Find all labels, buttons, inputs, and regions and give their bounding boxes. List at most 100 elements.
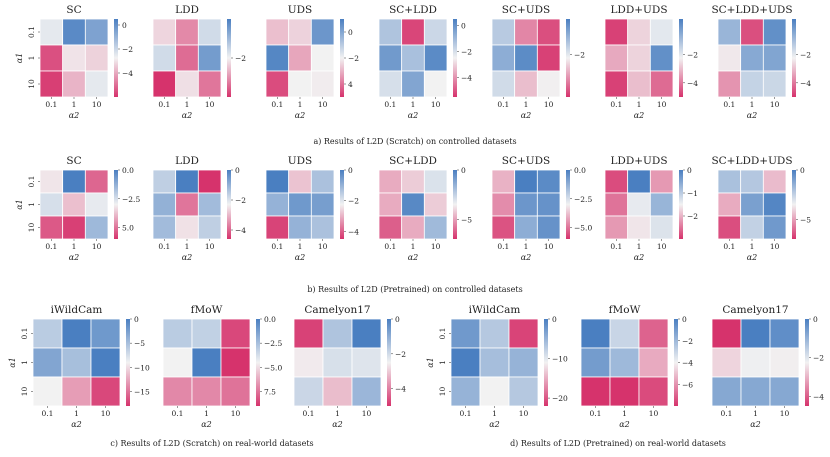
heatmap-cell bbox=[649, 169, 674, 194]
x-axis-label: α2 bbox=[201, 420, 212, 429]
heatmap-cell bbox=[378, 169, 403, 194]
heatmap-cell bbox=[288, 192, 312, 217]
colorbar-tick-label: −6 bbox=[682, 380, 693, 389]
x-tick-label: 0.1 bbox=[723, 242, 735, 251]
x-axis-label: α2 bbox=[619, 420, 630, 429]
heatmap-cell bbox=[39, 169, 64, 194]
colorbar-tick-label: −5 bbox=[800, 215, 811, 224]
heatmap-cell bbox=[265, 70, 290, 98]
heatmap-cell bbox=[220, 347, 251, 378]
colorbar-tick-label: 0 bbox=[461, 166, 466, 175]
heatmap-cell bbox=[288, 44, 312, 72]
colorbar-tick-label: −20 bbox=[552, 394, 568, 403]
heatmap-cell bbox=[423, 169, 448, 194]
x-axis-label: α2 bbox=[634, 253, 645, 262]
x-tick-label: 0.1 bbox=[45, 242, 57, 251]
heatmap-title: SC+UDS bbox=[502, 4, 551, 16]
heatmap-cell bbox=[609, 376, 640, 407]
colorbar-tick-label: −4 bbox=[235, 226, 246, 235]
colorbar-tick-label: −4 bbox=[813, 392, 824, 401]
heatmap-cell bbox=[740, 44, 764, 72]
heatmap-cell bbox=[220, 376, 251, 407]
heatmap-cell bbox=[491, 215, 516, 240]
heatmap-cell bbox=[288, 70, 312, 98]
colorbar bbox=[453, 170, 457, 239]
heatmap-cell bbox=[450, 347, 481, 378]
heatmap-cell bbox=[61, 376, 92, 407]
colorbar-tick-label: 5.0 bbox=[122, 224, 134, 233]
heatmap-cell bbox=[62, 169, 86, 194]
heatmap-cell bbox=[627, 215, 651, 240]
x-tick-label: 1 bbox=[750, 100, 755, 109]
y-tick-label: 0.1 bbox=[438, 328, 447, 340]
heatmap-cell bbox=[491, 44, 516, 72]
x-tick-label: 10 bbox=[205, 100, 215, 109]
heatmap-cell bbox=[762, 215, 787, 240]
heatmap-cell bbox=[769, 318, 800, 349]
heatmap-cell bbox=[638, 376, 669, 407]
y-tick-label: 10 bbox=[27, 223, 36, 233]
heatmap-cell bbox=[175, 215, 199, 240]
heatmap-c-3: Camelyon17 0.1 1 10 α2 0 −2 −4 bbox=[293, 304, 406, 429]
heatmap-cell bbox=[508, 347, 539, 378]
heatmap-cell bbox=[351, 318, 382, 349]
heatmap-cell bbox=[649, 44, 674, 72]
heatmap-cell bbox=[265, 169, 290, 194]
heatmap-cell bbox=[580, 376, 611, 407]
caption-a: a) Results of L2D (Scratch) on controlle… bbox=[313, 137, 516, 146]
heatmap-cell bbox=[265, 192, 290, 217]
x-tick-label: 10 bbox=[231, 409, 241, 418]
heatmap-cell bbox=[32, 376, 63, 407]
heatmap-cell bbox=[649, 215, 674, 240]
colorbar-tick-label: −4 bbox=[461, 74, 472, 83]
caption-d: d) Results of L2D (Pretrained) on real-w… bbox=[510, 439, 726, 448]
heatmap-cell bbox=[401, 70, 425, 98]
heatmap-a-7: SC+LDD+UDS 0.1 1 10 α2 −2 −4 bbox=[711, 4, 811, 120]
colorbar bbox=[227, 170, 231, 239]
heatmap-b-3: UDS 0.1 1 10 α2 0 −2 −4 bbox=[265, 155, 359, 262]
x-tick-label: 1 bbox=[72, 242, 77, 251]
heatmap-cell bbox=[604, 192, 629, 217]
y-tick-label: 10 bbox=[438, 387, 447, 397]
heatmap-cell bbox=[769, 347, 800, 378]
heatmap-cell bbox=[508, 318, 539, 349]
x-tick-label: 10 bbox=[362, 409, 372, 418]
heatmap-cell bbox=[627, 70, 651, 98]
heatmap-title: SC+LDD+UDS bbox=[711, 4, 792, 16]
x-tick-label: 10 bbox=[205, 242, 215, 251]
heatmap-a-5: SC+UDS 0.1 1 10 α2 −2 bbox=[491, 4, 585, 120]
heatmap-cell bbox=[514, 18, 538, 46]
colorbar bbox=[566, 170, 570, 239]
x-tick-label: 0.1 bbox=[42, 409, 54, 418]
heatmap-cell bbox=[580, 347, 611, 378]
colorbar bbox=[340, 19, 344, 97]
colorbar bbox=[679, 19, 683, 97]
colorbar-tick-label: −10 bbox=[134, 363, 150, 372]
x-tick-label: 10 bbox=[657, 242, 667, 251]
heatmap-cell bbox=[740, 318, 771, 349]
heatmap-cell bbox=[649, 70, 674, 98]
heatmap-cell bbox=[378, 192, 403, 217]
colorbar-tick-label: −15 bbox=[134, 388, 150, 397]
heatmap-cell bbox=[514, 192, 538, 217]
y-tick-label: 1 bbox=[27, 202, 36, 207]
heatmap-cell bbox=[175, 18, 199, 46]
colorbar bbox=[340, 170, 344, 239]
heatmap-cell bbox=[288, 215, 312, 240]
heatmap-cell bbox=[84, 192, 109, 217]
heatmap-cell bbox=[378, 44, 403, 72]
x-axis-label: α2 bbox=[750, 420, 761, 429]
y-tick-label: 1 bbox=[438, 360, 447, 365]
y-tick-label: 0.1 bbox=[20, 328, 29, 340]
heatmap-cell bbox=[491, 192, 516, 217]
heatmap-cell bbox=[740, 347, 771, 378]
heatmap-cell bbox=[638, 347, 669, 378]
colorbar-tick-label: −4 bbox=[682, 359, 693, 368]
heatmap-cell bbox=[39, 18, 64, 46]
x-tick-label: 0.1 bbox=[497, 242, 509, 251]
heatmap-cell bbox=[491, 18, 516, 46]
colorbar-tick-label: −5.0 bbox=[264, 363, 282, 372]
colorbar bbox=[544, 319, 548, 406]
heatmap-cell bbox=[39, 215, 64, 240]
heatmap-cell bbox=[740, 376, 771, 407]
